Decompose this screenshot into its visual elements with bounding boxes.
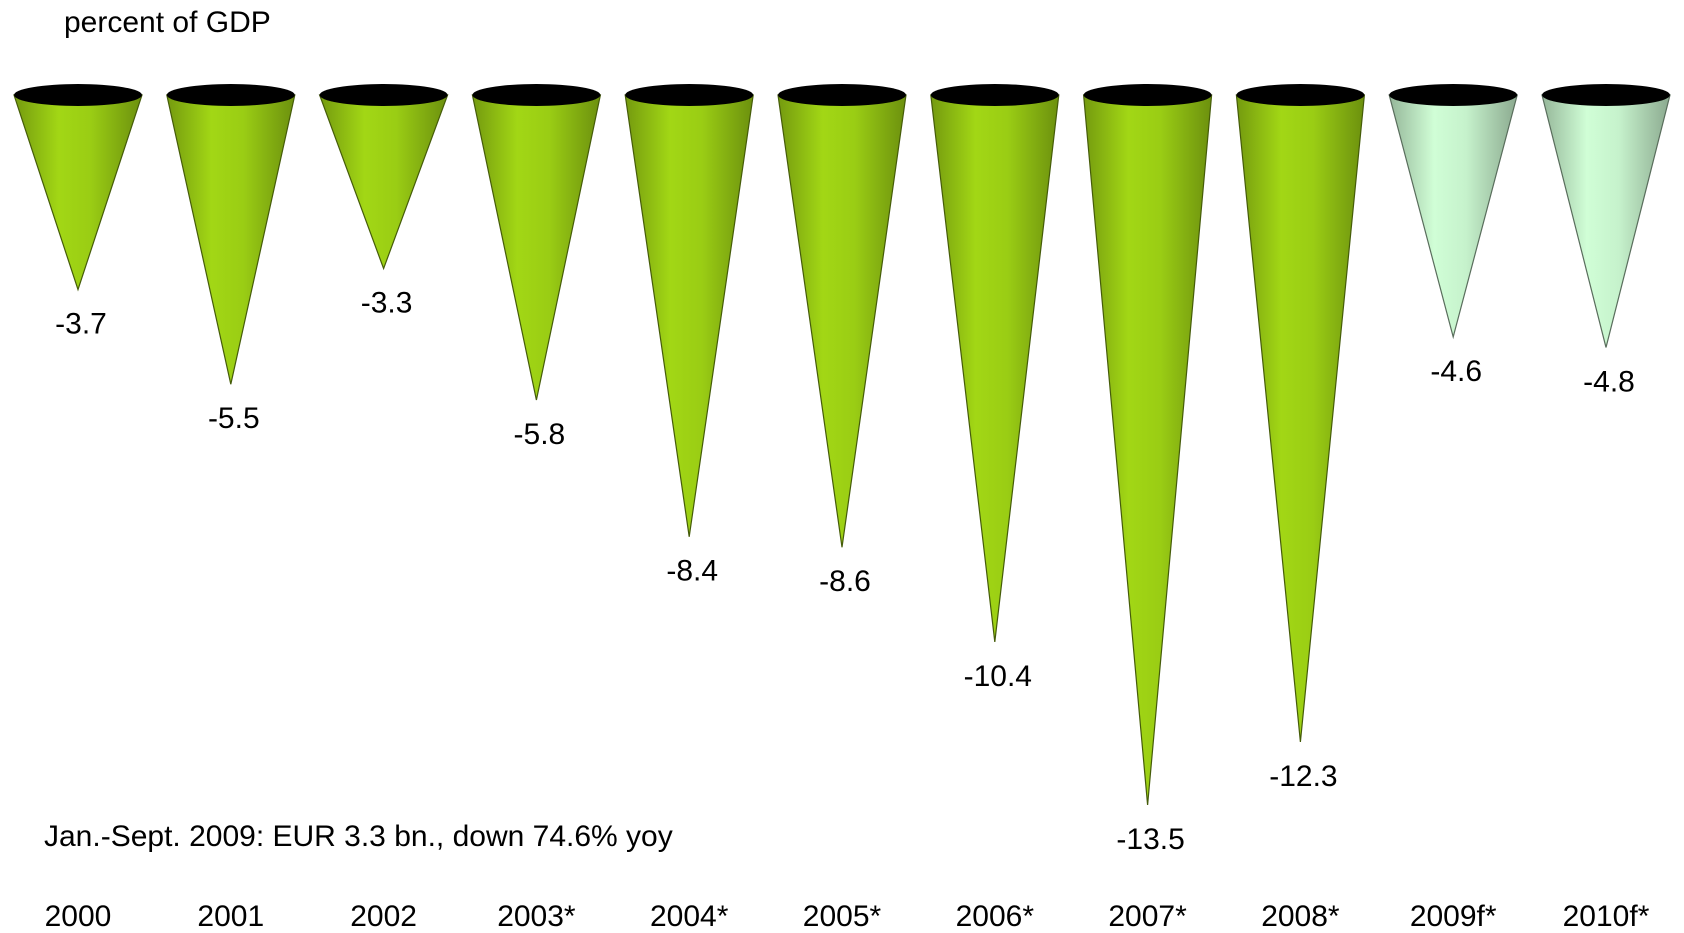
x-tick-label: 2004* [650,900,729,933]
cone-top [472,84,601,106]
cone [777,94,907,548]
cone [930,94,1060,643]
value-label: -12.3 [1269,760,1337,793]
value-label: -3.7 [55,308,107,341]
cone [318,94,449,271]
value-label: -4.8 [1583,365,1635,398]
cone-top [1389,84,1518,106]
x-tick-label: 2008* [1261,900,1340,933]
cone-top [930,84,1059,106]
value-label: -10.4 [964,660,1032,693]
cone-top [1236,84,1365,106]
value-label: -8.6 [819,565,871,598]
cone [1082,94,1213,806]
chart-title: percent of GDP [64,6,271,39]
cone-top [625,84,754,106]
x-tick-label: 2003* [497,900,576,933]
x-tick-label: 2007* [1108,900,1187,933]
x-tick-label: 2006* [956,900,1035,933]
value-label: -13.5 [1116,823,1184,856]
cone [471,94,602,401]
cone-top [14,84,142,106]
value-label: -5.8 [514,418,566,451]
cone-top [778,84,906,106]
value-label: -5.5 [208,402,260,435]
x-tick-label: 2010f* [1563,900,1650,933]
cone-top [319,84,448,106]
cone-top [166,84,295,106]
cone [13,94,143,292]
cone [1541,94,1671,348]
cone [1235,94,1366,742]
x-tick-label: 2000 [45,900,112,933]
cone-top [1083,84,1212,106]
value-label: -4.6 [1430,355,1482,388]
cone [1388,94,1518,340]
cone [624,94,754,537]
cone-top [1542,84,1670,106]
x-tick-label: 2009f* [1410,900,1497,933]
annotation: Jan.-Sept. 2009: EUR 3.3 bn., down 74.6%… [44,820,673,853]
x-tick-label: 2002 [350,900,417,933]
value-label: -3.3 [361,286,413,319]
x-tick-label: 2005* [803,900,882,933]
x-tick-label: 2001 [197,900,264,933]
value-label: -8.4 [666,555,718,588]
cone [166,94,296,385]
